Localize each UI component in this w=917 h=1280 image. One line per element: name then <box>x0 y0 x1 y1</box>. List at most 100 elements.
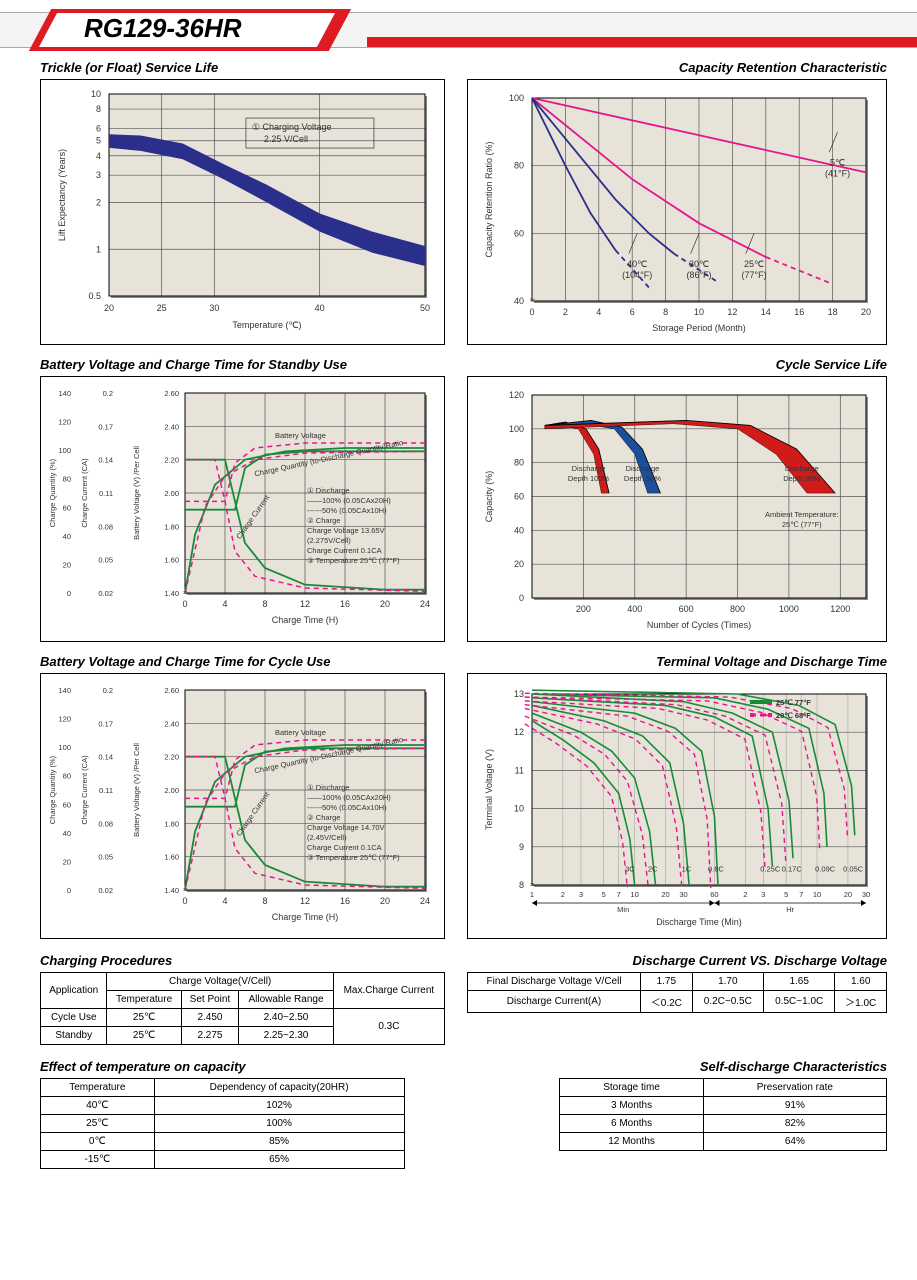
svg-text:2.40: 2.40 <box>164 719 179 728</box>
svg-text:20: 20 <box>63 560 71 569</box>
svg-text:200: 200 <box>576 604 591 614</box>
svg-text:80: 80 <box>514 458 524 468</box>
svg-text:40: 40 <box>514 525 524 535</box>
svg-text:24: 24 <box>420 599 430 609</box>
product-code: RG129-36HR <box>84 13 242 44</box>
svg-text:(77°F): (77°F) <box>742 270 767 280</box>
svg-text:9: 9 <box>519 842 524 852</box>
svg-text:400: 400 <box>627 604 642 614</box>
svg-text:40: 40 <box>514 296 524 306</box>
svg-text:Discharge: Discharge <box>626 464 660 473</box>
svg-text:5: 5 <box>784 890 788 899</box>
svg-text:0.08: 0.08 <box>98 522 113 531</box>
table-discharge: Final Discharge Voltage V/Cell1.751.701.… <box>467 972 887 1013</box>
svg-text:14: 14 <box>761 307 771 317</box>
table-tempeffect: TemperatureDependency of capacity(20HR)4… <box>40 1078 405 1169</box>
svg-text:8: 8 <box>96 104 101 114</box>
svg-text:4: 4 <box>222 599 227 609</box>
svg-text:18: 18 <box>828 307 838 317</box>
svg-text:Battery Voltage: Battery Voltage <box>275 728 326 737</box>
svg-text:10: 10 <box>514 804 524 814</box>
svg-text:60: 60 <box>514 228 524 238</box>
chart3-box: Battery VoltageCharge Quantity (to-Disch… <box>40 376 445 642</box>
svg-text:③ Temperature 25℃ (77°F): ③ Temperature 25℃ (77°F) <box>307 853 400 862</box>
svg-text:(2.45V/Cell): (2.45V/Cell) <box>307 833 347 842</box>
chart2-svg: 5℃(41°F)25℃(77°F)30℃(86°F)40℃(104°F)0246… <box>474 86 880 338</box>
svg-text:2C: 2C <box>648 865 658 874</box>
svg-text:10: 10 <box>630 890 638 899</box>
svg-text:8: 8 <box>663 307 668 317</box>
chart1-svg: 20253040500.5123456810Temperature (℃)Lif… <box>47 86 438 338</box>
chart1-box: 20253040500.5123456810Temperature (℃)Lif… <box>40 79 445 345</box>
svg-text:60: 60 <box>514 492 524 502</box>
svg-text:5: 5 <box>602 890 606 899</box>
svg-text:≈: ≈ <box>183 885 187 894</box>
svg-text:0.05: 0.05 <box>98 556 113 565</box>
svg-text:20: 20 <box>844 890 852 899</box>
svg-text:50: 50 <box>420 303 430 313</box>
chart4-box: DischargeDepth 100%DischargeDepth 50%Dis… <box>467 376 887 642</box>
svg-text:10: 10 <box>694 307 704 317</box>
svg-text:Charge Time (H): Charge Time (H) <box>272 912 339 922</box>
svg-text:80: 80 <box>63 772 71 781</box>
svg-text:① Discharge: ① Discharge <box>307 783 350 792</box>
table-charging: ApplicationCharge Voltage(V/Cell)Max.Cha… <box>40 972 445 1045</box>
svg-text:(41°F): (41°F) <box>825 169 850 179</box>
chart1-title: Trickle (or Float) Service Life <box>40 60 445 75</box>
svg-text:20: 20 <box>661 890 669 899</box>
svg-text:25: 25 <box>157 303 167 313</box>
svg-text:Capacity Retention Ratio (%): Capacity Retention Ratio (%) <box>484 141 494 257</box>
svg-text:Charge Current (CA): Charge Current (CA) <box>80 458 89 528</box>
svg-text:(2.275V/Cell): (2.275V/Cell) <box>307 536 351 545</box>
svg-text:24: 24 <box>420 896 430 906</box>
svg-text:1.80: 1.80 <box>164 819 179 828</box>
svg-text:0.02: 0.02 <box>98 589 113 598</box>
svg-text:Ambient Temperature:: Ambient Temperature: <box>765 510 839 519</box>
svg-text:0: 0 <box>182 599 187 609</box>
svg-text:25℃ 77°F: 25℃ 77°F <box>776 698 811 707</box>
svg-text:2: 2 <box>563 307 568 317</box>
charging-title: Charging Procedures <box>40 953 445 968</box>
svg-text:80: 80 <box>63 475 71 484</box>
svg-text:120: 120 <box>509 390 524 400</box>
svg-text:0.6C: 0.6C <box>708 865 724 874</box>
svg-text:8: 8 <box>262 599 267 609</box>
svg-text:0.17: 0.17 <box>98 719 113 728</box>
svg-text:0.05C: 0.05C <box>843 865 864 874</box>
svg-text:60: 60 <box>710 890 718 899</box>
svg-text:30: 30 <box>209 303 219 313</box>
svg-text:③ Temperature 25℃ (77°F): ③ Temperature 25℃ (77°F) <box>307 556 400 565</box>
svg-text:20: 20 <box>861 307 871 317</box>
svg-text:Discharge Time (Min): Discharge Time (Min) <box>656 917 742 927</box>
svg-text:1.40: 1.40 <box>164 886 179 895</box>
chart3-title: Battery Voltage and Charge Time for Stan… <box>40 357 445 372</box>
svg-text:0.5: 0.5 <box>88 291 101 301</box>
svg-text:100: 100 <box>58 743 71 752</box>
svg-text:0: 0 <box>67 886 71 895</box>
svg-text:40: 40 <box>63 829 71 838</box>
table-selfdischarge: Storage timePreservation rate3 Months91%… <box>559 1078 887 1151</box>
svg-text:2.40: 2.40 <box>164 422 179 431</box>
svg-text:8: 8 <box>519 880 524 890</box>
svg-text:800: 800 <box>730 604 745 614</box>
svg-text:Charge Quantity (%): Charge Quantity (%) <box>48 755 57 824</box>
svg-text:1.60: 1.60 <box>164 853 179 862</box>
chart2-box: 5℃(41°F)25℃(77°F)30℃(86°F)40℃(104°F)0246… <box>467 79 887 345</box>
svg-text:≈: ≈ <box>183 588 187 597</box>
svg-text:Hr: Hr <box>786 905 794 914</box>
svg-text:20: 20 <box>380 896 390 906</box>
svg-text:4: 4 <box>96 151 101 161</box>
svg-text:11: 11 <box>515 765 524 775</box>
svg-text:140: 140 <box>58 389 71 398</box>
svg-text:Depth 30%: Depth 30% <box>783 474 820 483</box>
svg-text:0: 0 <box>67 589 71 598</box>
svg-text:Min: Min <box>617 905 629 914</box>
svg-text:1000: 1000 <box>779 604 799 614</box>
svg-text:0: 0 <box>529 307 534 317</box>
svg-text:Charge Current 0.1CA: Charge Current 0.1CA <box>307 843 382 852</box>
svg-text:Battery Voltage (V) /Per Cell: Battery Voltage (V) /Per Cell <box>132 446 141 540</box>
svg-text:16: 16 <box>340 896 350 906</box>
svg-text:——100% (0.05CAx20H): ——100% (0.05CAx20H) <box>307 496 391 505</box>
svg-text:25℃: 25℃ <box>744 259 764 269</box>
svg-text:2.00: 2.00 <box>164 489 179 498</box>
